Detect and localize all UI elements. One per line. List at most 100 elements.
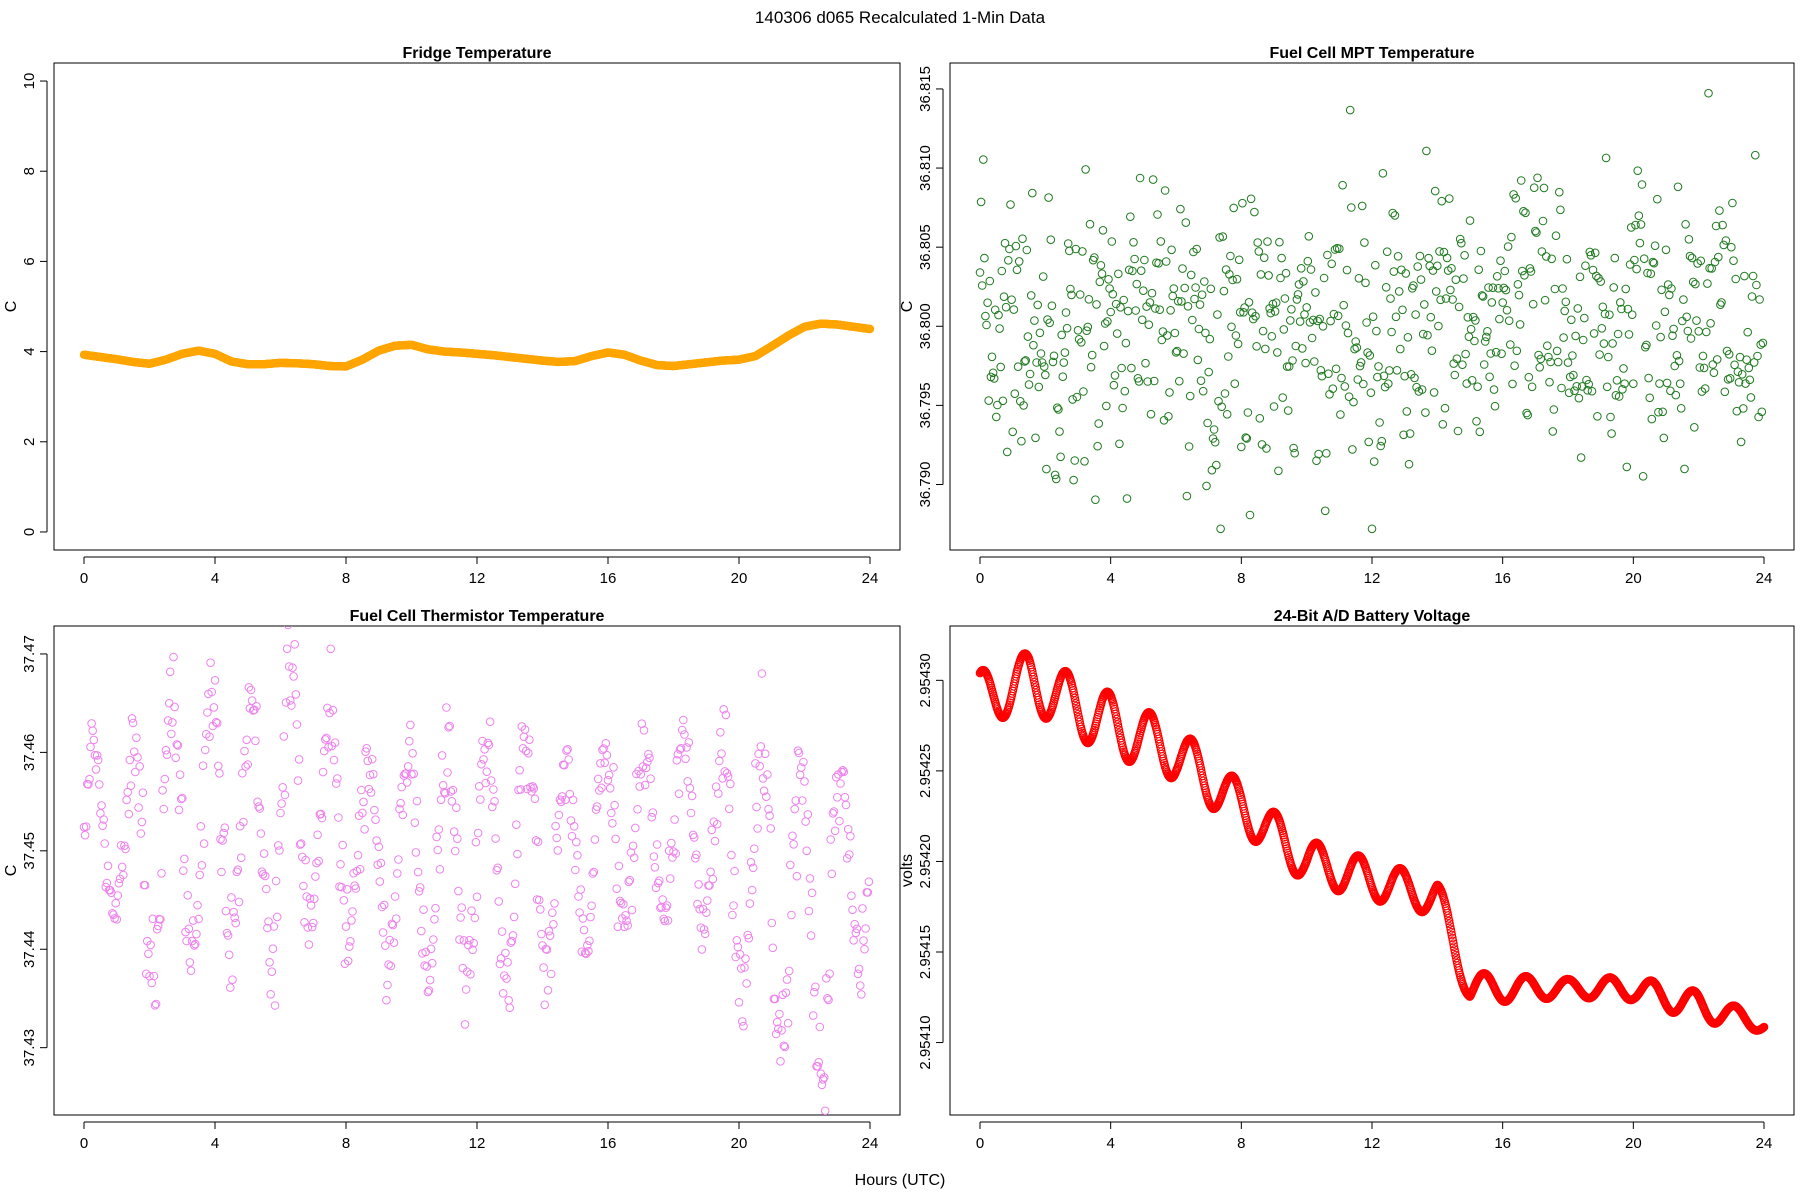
data-point <box>1558 284 1567 293</box>
x-tick-label: 12 <box>469 1135 486 1152</box>
data-point <box>1344 392 1354 402</box>
data-point <box>1645 393 1654 403</box>
data-point <box>695 904 705 914</box>
data-point <box>795 770 805 780</box>
data-point <box>855 981 865 990</box>
data-point <box>1147 288 1157 298</box>
data-point <box>1512 346 1522 356</box>
data-point <box>338 840 348 850</box>
data-point <box>277 799 286 808</box>
data-point <box>1308 315 1318 325</box>
data-point <box>682 743 691 752</box>
data-point <box>1648 257 1658 267</box>
data-point <box>1338 180 1347 190</box>
data-point <box>655 876 664 886</box>
data-point <box>1549 405 1559 414</box>
data-point <box>461 985 471 994</box>
data-point <box>996 362 1006 372</box>
data-point <box>1298 344 1307 353</box>
data-point <box>1281 268 1291 278</box>
data-point <box>1144 320 1154 330</box>
data-point <box>334 813 343 822</box>
data-point <box>232 867 242 877</box>
data-point <box>651 883 661 893</box>
data-point <box>442 703 451 712</box>
data-point <box>398 810 408 820</box>
data-point <box>1585 247 1595 257</box>
data-point <box>710 836 720 846</box>
data-point <box>1029 340 1038 350</box>
data-point <box>1744 363 1754 373</box>
data-point <box>502 974 511 983</box>
data-point <box>160 774 170 784</box>
data-point <box>1492 272 1502 281</box>
data-point <box>1104 275 1113 284</box>
data-point <box>1526 267 1536 276</box>
data-point <box>1169 284 1179 293</box>
data-point <box>992 412 1001 422</box>
data-point <box>1307 333 1317 343</box>
data-point <box>1479 360 1489 369</box>
data-point <box>787 910 796 920</box>
data-point <box>831 772 841 782</box>
x-tick-label: 8 <box>1237 570 1245 587</box>
data-point <box>1674 356 1684 366</box>
data-point <box>1400 371 1409 381</box>
data-point <box>281 698 291 707</box>
data-point <box>1213 310 1222 319</box>
data-point <box>151 999 161 1009</box>
data-point <box>1608 339 1617 348</box>
data-point <box>679 715 688 725</box>
data-point <box>714 789 723 798</box>
data-point <box>426 944 436 954</box>
data-point <box>762 792 771 802</box>
data-point <box>114 878 124 888</box>
data-point <box>1045 318 1054 328</box>
data-point <box>1734 378 1744 387</box>
data-point <box>1725 374 1735 383</box>
data-point <box>1375 418 1384 427</box>
data-point <box>1451 275 1461 285</box>
data-point <box>1259 253 1269 263</box>
data-point <box>382 995 391 1005</box>
data-point <box>386 961 396 971</box>
data-point <box>1739 404 1748 413</box>
data-point <box>1012 265 1022 275</box>
data-point <box>539 963 548 972</box>
data-point <box>318 767 328 777</box>
data-point <box>1574 393 1584 403</box>
data-point <box>1624 330 1634 339</box>
data-point <box>1049 351 1059 361</box>
data-point <box>164 698 174 708</box>
data-point <box>658 895 667 904</box>
data-point <box>1418 329 1428 339</box>
data-point <box>1756 340 1765 349</box>
data-point <box>667 838 676 848</box>
data-point <box>209 703 219 712</box>
figure-x-axis-label: Hours (UTC) <box>855 1172 946 1189</box>
data-point <box>1461 349 1470 359</box>
data-point <box>239 817 248 827</box>
data-point <box>317 813 327 823</box>
data-point <box>1134 377 1144 386</box>
data-point <box>387 919 397 929</box>
data-point <box>734 998 744 1007</box>
data-point <box>1192 244 1201 254</box>
data-point <box>628 841 638 851</box>
data-point <box>515 765 524 775</box>
data-point <box>84 780 93 789</box>
data-point <box>197 861 207 870</box>
x-tick-label: 16 <box>1494 1135 1511 1152</box>
data-point <box>1562 254 1572 264</box>
data-point <box>1442 253 1452 263</box>
data-point <box>800 777 809 786</box>
data-point <box>378 928 388 937</box>
data-point <box>111 898 120 908</box>
x-tick-label: 20 <box>1625 1135 1642 1152</box>
data-point <box>988 368 998 378</box>
data-point <box>823 994 832 1003</box>
data-point <box>1372 326 1381 336</box>
data-point <box>1503 242 1513 251</box>
y-axis-label: C <box>3 301 20 313</box>
data-point <box>402 778 412 787</box>
